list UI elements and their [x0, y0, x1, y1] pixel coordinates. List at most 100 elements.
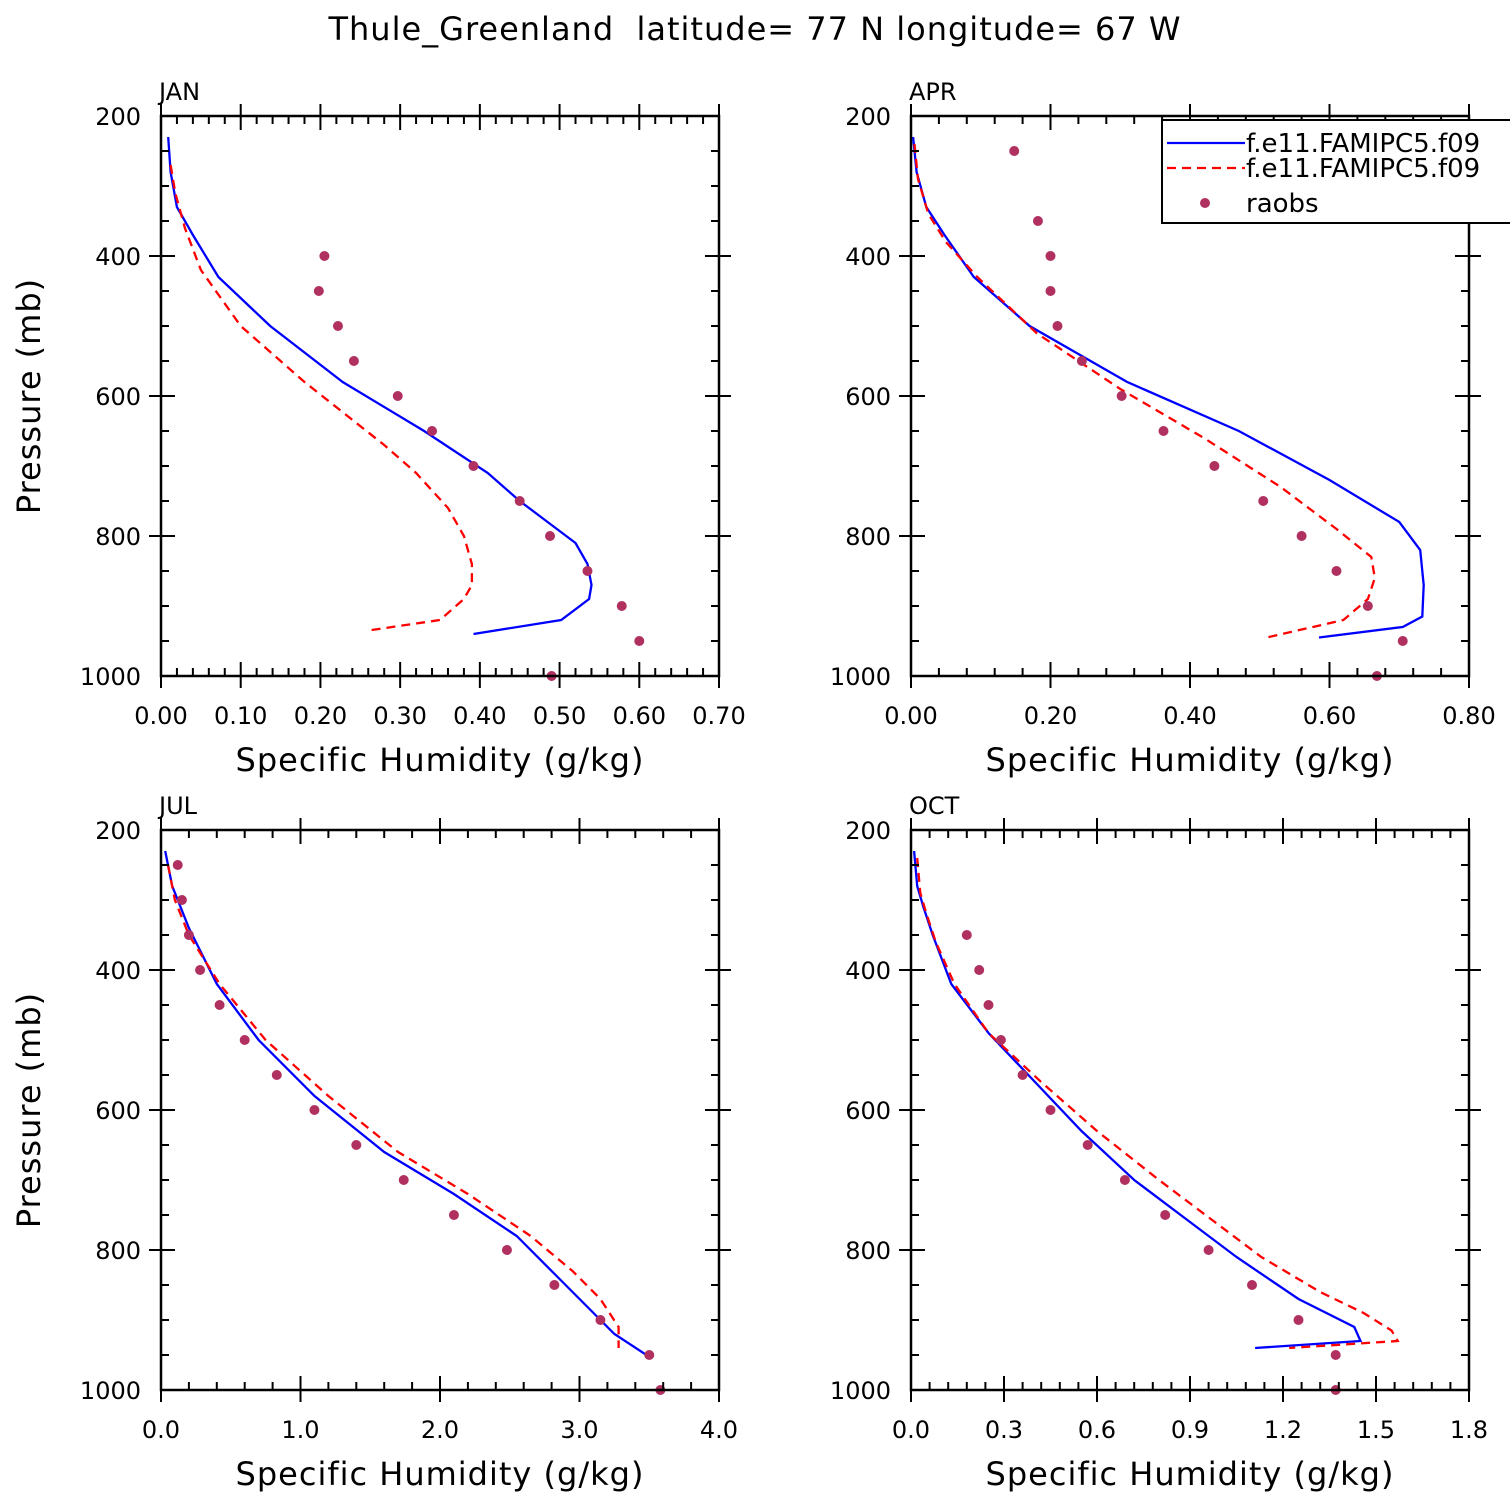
series-line-1 — [164, 850, 648, 1356]
raobs-point — [1330, 1350, 1341, 1360]
raobs-point — [634, 636, 645, 646]
x-tick-label: 3.0 — [560, 1416, 598, 1444]
raobs-point — [309, 1105, 320, 1115]
raobs-point — [448, 1210, 459, 1220]
raobs-point — [1017, 1070, 1028, 1080]
legend-box — [1161, 119, 1510, 224]
x-axis-label: Specific Humidity (g/kg) — [236, 1455, 645, 1493]
raobs-point — [1160, 1210, 1171, 1220]
raobs-point — [616, 601, 627, 611]
y-tick-label: 1000 — [830, 663, 891, 691]
raobs-point — [1032, 216, 1043, 226]
x-tick-label: 1.0 — [281, 1416, 319, 1444]
raobs-point — [427, 426, 438, 436]
y-tick-label: 400 — [95, 957, 141, 985]
raobs-point — [1009, 146, 1020, 156]
plot-frame — [159, 828, 721, 1392]
raobs-point — [1116, 391, 1127, 401]
x-tick-label: 2.0 — [421, 1416, 459, 1444]
plot-frame — [909, 828, 1471, 1392]
series-line-2 — [169, 164, 474, 632]
x-tick-label: 0.70 — [692, 702, 745, 730]
x-axis-label: Specific Humidity (g/kg) — [986, 1455, 1395, 1493]
raobs-point — [514, 496, 525, 506]
raobs-point — [595, 1315, 606, 1325]
y-tick-label: 600 — [95, 1097, 141, 1125]
raobs-point — [1045, 286, 1056, 296]
y-tick-label: 1000 — [80, 1377, 141, 1405]
panel-label: JUL — [157, 792, 198, 820]
series-line-1 — [167, 136, 593, 636]
raobs-point — [271, 1070, 282, 1080]
raobs-point — [348, 356, 359, 366]
raobs-point — [1119, 1175, 1130, 1185]
x-tick-label: 1.2 — [1264, 1416, 1302, 1444]
raobs-point — [183, 930, 194, 940]
series-line-1 — [911, 136, 1425, 639]
y-tick-label: 800 — [845, 523, 891, 551]
panel-label: APR — [909, 78, 957, 106]
raobs-point — [1296, 531, 1307, 541]
page-title: Thule_Greenland latitude= 77 N longitude… — [328, 10, 1182, 48]
raobs-point — [995, 1035, 1006, 1045]
raobs-point — [195, 965, 206, 975]
y-tick-label: 400 — [845, 243, 891, 271]
x-tick-label: 0.30 — [373, 702, 426, 730]
x-tick-label: 0.60 — [1303, 702, 1356, 730]
raobs-point — [1331, 566, 1342, 576]
raobs-point — [468, 461, 479, 471]
raobs-point — [1158, 426, 1169, 436]
y-axis-label: Pressure (mb) — [10, 278, 48, 514]
x-tick-label: 0.40 — [1163, 702, 1216, 730]
x-tick-label: 1.5 — [1357, 1416, 1395, 1444]
raobs-point — [351, 1140, 362, 1150]
x-tick-label: 0.9 — [1171, 1416, 1209, 1444]
raobs-point — [961, 930, 972, 940]
raobs-point — [549, 1280, 560, 1290]
raobs-point — [239, 1035, 250, 1045]
raobs-point — [1045, 1105, 1056, 1115]
legend-label: raobs — [1246, 189, 1319, 219]
x-tick-label: 0.20 — [1024, 702, 1077, 730]
raobs-point — [1258, 496, 1269, 506]
x-tick-label: 0.50 — [533, 702, 586, 730]
x-tick-label: 0.10 — [214, 702, 267, 730]
raobs-point — [214, 1000, 225, 1010]
panel-label: OCT — [909, 792, 960, 820]
y-tick-label: 200 — [95, 103, 141, 131]
y-tick-label: 600 — [95, 383, 141, 411]
x-tick-label: 0.00 — [134, 702, 187, 730]
y-tick-label: 400 — [845, 957, 891, 985]
y-tick-label: 200 — [95, 817, 141, 845]
raobs-point — [1247, 1280, 1257, 1290]
x-tick-label: 0.80 — [1442, 702, 1495, 730]
x-axis-label: Specific Humidity (g/kg) — [986, 741, 1395, 779]
x-tick-label: 0.6 — [1078, 1416, 1116, 1444]
x-tick-label: 0.3 — [985, 1416, 1023, 1444]
raobs-point — [545, 531, 556, 541]
raobs-point — [501, 1245, 512, 1255]
x-tick-label: 0.20 — [294, 702, 347, 730]
x-axis-label: Specific Humidity (g/kg) — [236, 741, 645, 779]
raobs-point — [319, 251, 330, 261]
x-tick-label: 0.40 — [453, 702, 506, 730]
y-tick-label: 1000 — [80, 663, 141, 691]
x-tick-label: 4.0 — [700, 1416, 738, 1444]
x-tick-label: 0.00 — [884, 702, 937, 730]
raobs-point — [1082, 1140, 1093, 1150]
raobs-point — [313, 286, 324, 296]
series-line-2 — [916, 857, 1400, 1350]
y-tick-label: 200 — [845, 817, 891, 845]
raobs-point — [398, 1175, 409, 1185]
y-tick-label: 1000 — [830, 1377, 891, 1405]
y-tick-label: 200 — [845, 103, 891, 131]
raobs-point — [392, 391, 403, 401]
y-tick-label: 800 — [95, 523, 141, 551]
x-tick-label: 0.0 — [142, 1416, 180, 1444]
y-tick-label: 400 — [95, 243, 141, 271]
raobs-point — [172, 860, 183, 870]
